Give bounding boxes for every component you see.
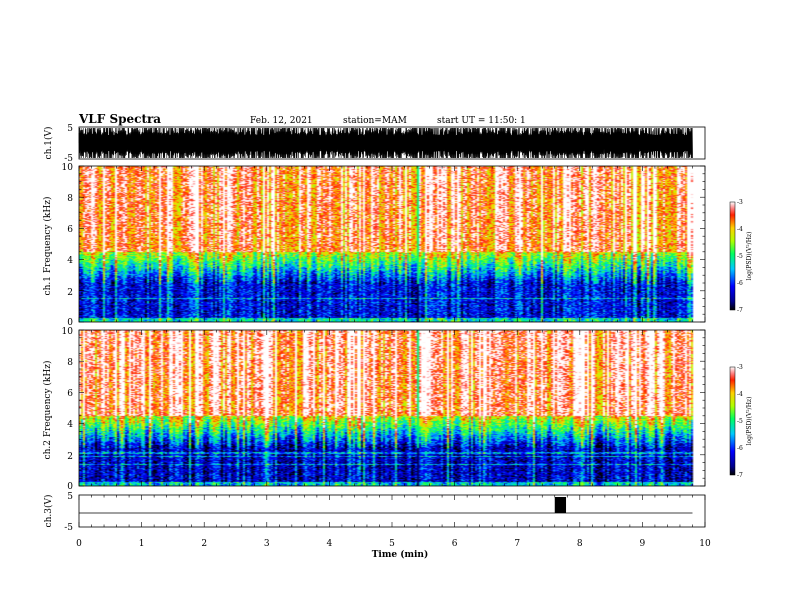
ch1-colorbar-tick-m3: -3 [737, 199, 743, 206]
ch2-spectrogram-ylabel: ch.2 Frequency (kHz) [42, 361, 53, 460]
ch1-ytick-8: 8 [67, 194, 73, 204]
ch1-colorbar [729, 201, 736, 311]
ch2-ytick-2: 2 [67, 452, 73, 462]
header-date: Feb. 12, 2021 [250, 116, 313, 126]
ch1-waveform-panel: 5 -5 ch.1(V) [43, 124, 706, 164]
x-tick-label-2: 2 [201, 539, 207, 549]
ch3-ticks [78, 495, 706, 527]
x-tick-label-0: 0 [76, 539, 82, 549]
ch2-colorbar [729, 366, 736, 476]
ch2-ytick-10: 10 [62, 327, 74, 337]
ch1-colorbar-tick-m6: -6 [737, 280, 743, 287]
x-tick-label-1: 1 [139, 539, 145, 549]
ch1-ytick-10: 10 [62, 163, 74, 173]
ch3-signal-panel: 5 -5 ch.3(V) 0 1 2 3 4 5 6 7 8 9 10 Time (min) [43, 492, 711, 560]
ch2-colorbar-tick-m3: -3 [737, 364, 743, 371]
ch3-signal-trace [79, 497, 693, 514]
header-station: station=MAM [343, 116, 407, 126]
header-start-time: start UT = 11:50: 1 [437, 116, 526, 126]
ch1-colorbar-tick-m5: -5 [737, 253, 743, 260]
ch3-ytick-top: 5 [67, 492, 73, 502]
ch1-waveform-trace [78, 127, 693, 159]
figure-title: VLF Spectra [78, 112, 161, 126]
ch1-spectrogram-panel: 0 2 4 6 8 10 ch.1 Frequency (kHz) -3 -4 … [42, 163, 753, 328]
ch1-colorbar-tick-m4: -4 [737, 226, 743, 233]
ch1-ytick-top: 5 [67, 124, 73, 134]
ch2-ytick-8: 8 [67, 358, 73, 368]
ch2-spectrogram-image [79, 330, 705, 486]
ch2-colorbar-tick-m4: -4 [737, 391, 743, 398]
x-tick-label-10: 10 [699, 539, 711, 549]
ch1-ytick-bottom: -5 [64, 154, 73, 164]
ch2-colorbar-tick-m5: -5 [737, 418, 743, 425]
ch1-ytick-4: 4 [67, 256, 73, 266]
ch3-ylabel: ch.3(V) [43, 495, 54, 528]
ch3-ytick-bottom: -5 [64, 523, 73, 533]
ch2-colorbar-label: log(PSD)(V²/Hz) [746, 397, 753, 446]
ch2-colorbar-tick-m6: -6 [737, 445, 743, 452]
ch2-spectrogram-panel: 0 2 4 6 8 10 ch.2 Frequency (kHz) -3 -4 … [42, 327, 753, 492]
x-tick-label-3: 3 [264, 539, 270, 549]
x-tick-label-7: 7 [514, 539, 520, 549]
x-tick-label-4: 4 [327, 539, 333, 549]
x-tick-label-8: 8 [577, 539, 583, 549]
x-axis-label: Time (min) [372, 549, 429, 560]
ch1-colorbar-tick-m7: -7 [737, 307, 743, 314]
x-tick-label-9: 9 [640, 539, 646, 549]
ch2-colorbar-tick-m7: -7 [737, 472, 743, 479]
ch3-pulse [554, 497, 567, 513]
ch2-ytick-6: 6 [67, 389, 73, 399]
ch1-colorbar-label: log(PSD)(V²/Hz) [746, 232, 753, 281]
ch2-ytick-0: 0 [67, 482, 73, 492]
ch1-waveform-frame [78, 126, 706, 160]
ch1-ylabel: ch.1(V) [43, 127, 54, 160]
x-tick-label-6: 6 [452, 539, 458, 549]
ch1-ytick-2: 2 [67, 288, 73, 298]
x-tick-labels: 0 1 2 3 4 5 6 7 8 9 10 [76, 539, 711, 549]
ch2-spectrogram-ticks [78, 329, 706, 487]
ch2-ytick-4: 4 [67, 420, 73, 430]
ch1-spectrogram-ticks [78, 165, 706, 323]
ch1-waveform-line [78, 127, 693, 159]
ch1-ytick-0: 0 [67, 318, 73, 328]
ch1-spectrogram-image [79, 166, 705, 322]
ch1-spectrogram-ylabel: ch.1 Frequency (kHz) [42, 197, 53, 296]
x-tick-label-5: 5 [389, 539, 395, 549]
ch1-ytick-6: 6 [67, 225, 73, 235]
